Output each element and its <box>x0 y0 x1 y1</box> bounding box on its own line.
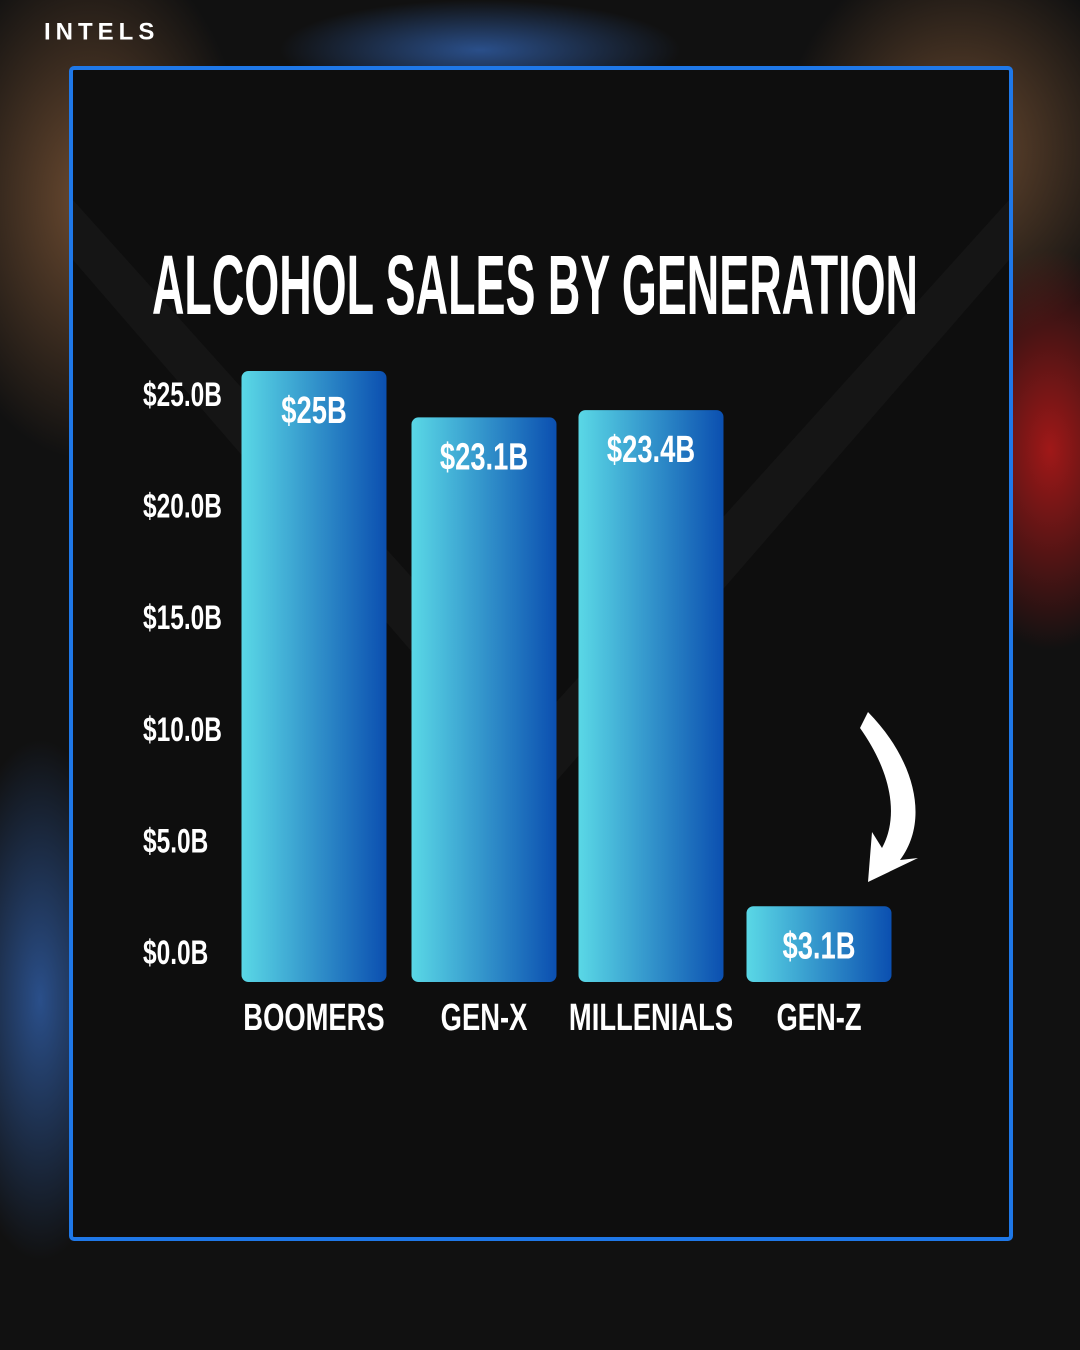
y-tick-label: $5.0B <box>143 823 208 861</box>
annotation-arrow <box>860 712 918 882</box>
x-tick-label: BOOMERS <box>243 997 384 1039</box>
y-tick-label: $10.0B <box>143 711 222 749</box>
x-tick-label: GEN-Z <box>776 997 861 1039</box>
y-tick-label: $15.0B <box>143 599 222 637</box>
bar <box>746 906 892 982</box>
brand-logo: INTELS <box>44 18 159 45</box>
chart-title: ALCOHOL SALES BY GENERATION <box>152 238 918 332</box>
bar <box>241 371 387 982</box>
y-tick-label: $25.0B <box>143 376 222 414</box>
value-label: $23.1B <box>440 436 528 478</box>
x-tick-label: MILLENIALS <box>569 997 733 1039</box>
bar <box>578 410 724 982</box>
y-tick-label: $20.0B <box>143 488 222 526</box>
value-label: $3.1B <box>782 925 855 967</box>
value-label: $23.4B <box>607 429 695 471</box>
bar <box>411 417 557 982</box>
y-tick-label: $0.0B <box>143 934 208 972</box>
value-label: $25B <box>281 390 346 432</box>
x-tick-label: GEN-X <box>441 997 528 1039</box>
